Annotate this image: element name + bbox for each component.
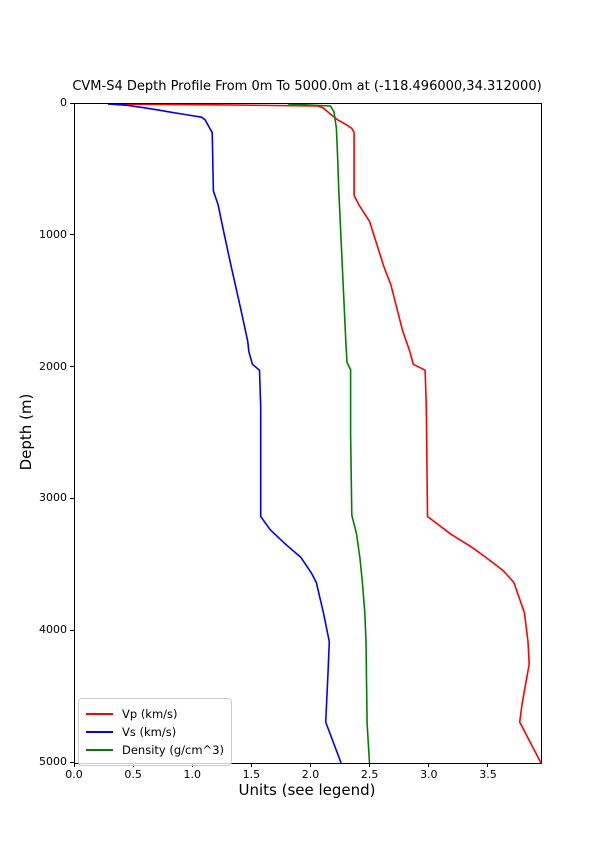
y-tick-mark bbox=[70, 102, 74, 104]
y-tick-mark bbox=[70, 234, 74, 236]
legend-item: Vp (km/s) bbox=[86, 705, 223, 723]
series-line-0 bbox=[108, 104, 541, 763]
x-tick-mark bbox=[369, 763, 371, 767]
legend-label: Vp (km/s) bbox=[122, 707, 178, 721]
legend-label: Vs (km/s) bbox=[122, 725, 177, 739]
series-line-2 bbox=[287, 104, 371, 763]
y-tick-label: 5000 bbox=[39, 755, 67, 768]
y-tick-mark bbox=[70, 761, 74, 763]
x-tick-label: 2.5 bbox=[360, 768, 379, 781]
x-tick-mark bbox=[250, 763, 252, 767]
y-tick-label: 1000 bbox=[39, 227, 67, 241]
x-tick-label: 2.0 bbox=[301, 768, 320, 781]
x-tick-label: 1.0 bbox=[183, 768, 202, 781]
plot-area bbox=[74, 103, 542, 764]
y-tick-mark bbox=[70, 629, 74, 631]
x-axis-label: Units (see legend) bbox=[238, 781, 376, 799]
series-line-1 bbox=[108, 104, 342, 763]
y-tick-label: 0 bbox=[60, 96, 67, 109]
x-tick-mark bbox=[310, 763, 312, 767]
x-tick-label: 3.0 bbox=[420, 768, 438, 781]
y-tick-mark bbox=[70, 366, 74, 368]
legend-line-sample bbox=[86, 749, 113, 751]
y-tick-label: 4000 bbox=[39, 623, 67, 637]
legend-item: Vs (km/s) bbox=[86, 723, 223, 741]
legend-line-sample bbox=[86, 713, 113, 715]
legend-label: Density (g/cm^3) bbox=[122, 743, 225, 757]
x-tick-mark bbox=[428, 763, 430, 767]
y-tick-label: 3000 bbox=[39, 491, 67, 505]
x-tick-label: 0.0 bbox=[65, 768, 83, 781]
y-tick-label: 2000 bbox=[39, 359, 67, 373]
x-tick-label: 3.5 bbox=[479, 768, 497, 781]
x-tick-label: 0.5 bbox=[124, 768, 142, 781]
series-lines bbox=[108, 104, 541, 763]
legend-item: Density (g/cm^3) bbox=[86, 741, 225, 759]
y-axis-label: Depth (m) bbox=[17, 393, 35, 471]
legend: Vp (km/s) Vs (km/s) Density (g/cm^3) bbox=[78, 698, 232, 766]
x-tick-mark bbox=[487, 763, 489, 767]
legend-line-sample bbox=[86, 731, 113, 733]
y-tick-mark bbox=[70, 497, 74, 499]
x-tick-label: 1.5 bbox=[242, 768, 261, 781]
x-tick-mark bbox=[73, 763, 75, 767]
chart-title: CVM-S4 Depth Profile From 0m To 5000.0m … bbox=[72, 79, 542, 94]
